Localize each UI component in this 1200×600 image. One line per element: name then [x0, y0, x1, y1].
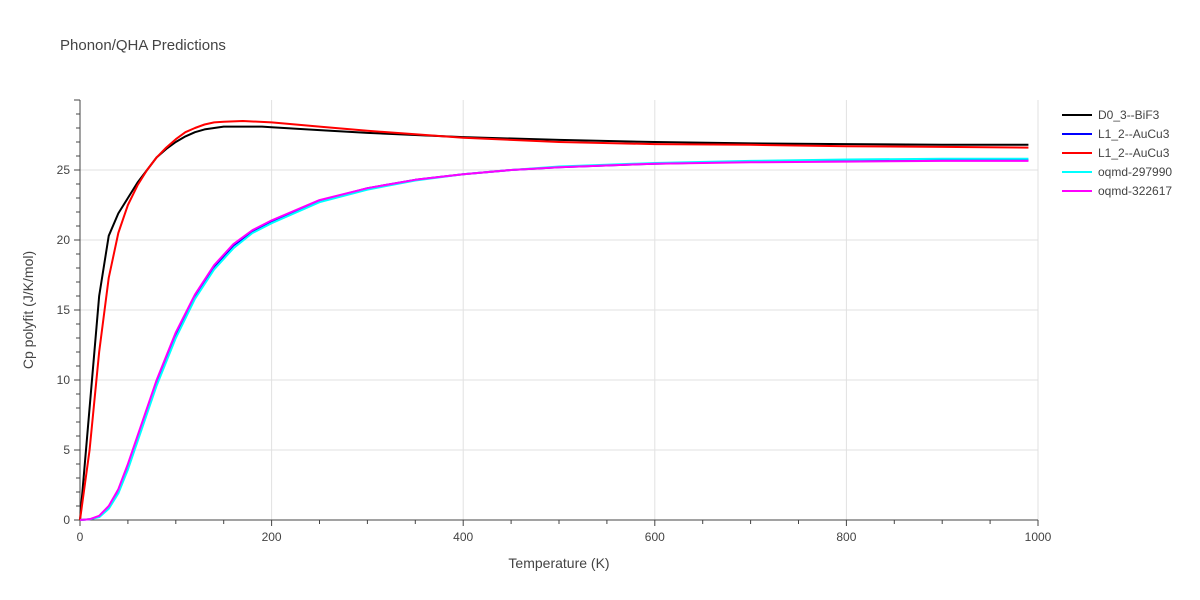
legend-item-3[interactable]: oqmd-297990	[1062, 165, 1172, 179]
x-tick-label: 1000	[1025, 530, 1052, 544]
series-line-0	[79, 125, 1029, 521]
axes: 0 200 400 600 800 1000 0 5 10 15 20 25	[57, 99, 1052, 544]
x-tick-label: 0	[77, 530, 84, 544]
series-line-2	[79, 120, 1029, 521]
legend-item-1[interactable]: L1_2--AuCu3	[1062, 127, 1170, 141]
y-tick-label: 10	[57, 373, 71, 387]
x-tick-label: 400	[453, 530, 473, 544]
chart-title: Phonon/QHA Predictions	[60, 37, 226, 54]
legend-item-0[interactable]: D0_3--BiF3	[1062, 108, 1160, 122]
y-tick-label: 15	[57, 303, 71, 317]
series-line-4	[79, 159, 1029, 521]
x-tick-label: 800	[836, 530, 856, 544]
legend-item-4[interactable]: oqmd-322617	[1062, 184, 1172, 198]
legend-item-2[interactable]: L1_2--AuCu3	[1062, 146, 1170, 160]
x-tick-label: 200	[262, 530, 282, 544]
y-tick-label: 20	[57, 233, 71, 247]
y-tick-label: 0	[63, 513, 70, 527]
legend-label: L1_2--AuCu3	[1098, 146, 1170, 160]
legend-label: D0_3--BiF3	[1098, 108, 1160, 122]
y-tick-label: 5	[63, 443, 70, 457]
legend[interactable]: D0_3--BiF3 L1_2--AuCu3 L1_2--AuCu3 oqmd-297…	[1062, 108, 1172, 198]
y-tick-label: 25	[57, 163, 71, 177]
x-axis-title: Temperature (K)	[508, 555, 609, 571]
legend-label: oqmd-297990	[1098, 165, 1172, 179]
legend-label: L1_2--AuCu3	[1098, 127, 1170, 141]
x-tick-label: 600	[645, 530, 665, 544]
legend-label: oqmd-322617	[1098, 184, 1172, 198]
y-axis-title: Cp polyfit (J/K/mol)	[20, 251, 36, 369]
plot-area	[79, 120, 1029, 521]
grid	[80, 100, 1039, 520]
